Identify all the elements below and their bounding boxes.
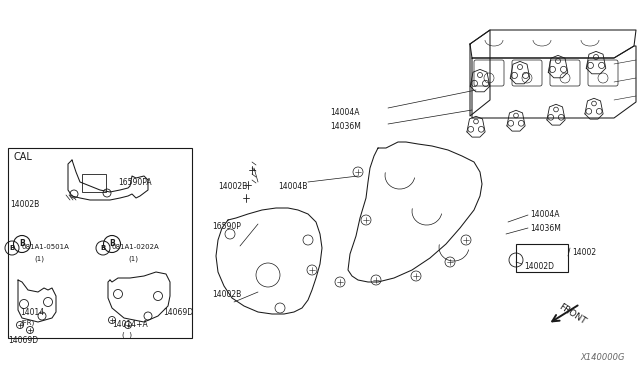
Text: 14002: 14002 <box>572 248 596 257</box>
Text: 14069D: 14069D <box>8 336 38 345</box>
Text: 14036M: 14036M <box>330 122 361 131</box>
Text: CAL: CAL <box>14 152 33 162</box>
Text: (FR): (FR) <box>20 320 35 327</box>
Text: X140000G: X140000G <box>580 353 625 362</box>
Text: 14002B: 14002B <box>218 182 247 191</box>
Bar <box>82 174 106 192</box>
Text: B: B <box>109 240 115 248</box>
Text: 14004A: 14004A <box>330 108 360 117</box>
Text: (1): (1) <box>128 256 138 263</box>
Text: (  ): ( ) <box>122 332 132 339</box>
Text: 14002D: 14002D <box>524 262 554 271</box>
Text: 16590P: 16590P <box>212 222 241 231</box>
Text: 14004B: 14004B <box>278 182 307 191</box>
Text: 16590PA: 16590PA <box>118 178 152 187</box>
Text: B: B <box>10 245 15 251</box>
Text: (1): (1) <box>34 256 44 263</box>
Bar <box>8 148 192 338</box>
Text: 14002B: 14002B <box>10 200 39 209</box>
Text: FRONT: FRONT <box>557 302 588 326</box>
Text: 14014: 14014 <box>20 308 44 317</box>
Text: 14004A: 14004A <box>530 210 559 219</box>
Text: B: B <box>100 245 106 251</box>
Text: 081A1-0202A: 081A1-0202A <box>112 244 160 250</box>
Text: 081A1-0501A: 081A1-0501A <box>21 244 69 250</box>
Text: 14002B: 14002B <box>212 290 241 299</box>
Bar <box>516 244 568 272</box>
Text: B: B <box>19 240 25 248</box>
Text: 14036M: 14036M <box>530 224 561 233</box>
Text: 14014+A: 14014+A <box>112 320 148 329</box>
Text: 14069D: 14069D <box>163 308 193 317</box>
